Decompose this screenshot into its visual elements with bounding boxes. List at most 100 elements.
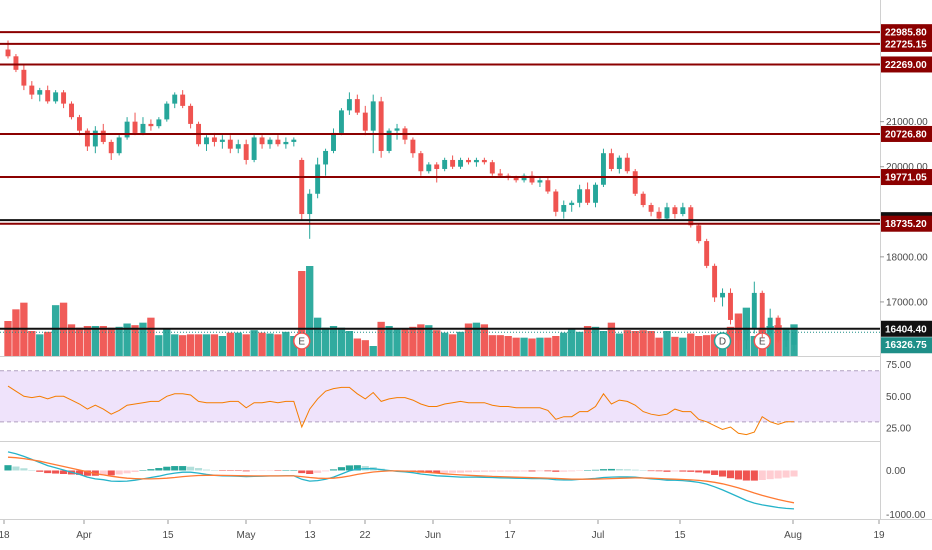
event-marker[interactable]	[293, 332, 311, 350]
candle-body[interactable]	[410, 139, 416, 154]
candle-body[interactable]	[323, 150, 329, 165]
candle-body[interactable]	[704, 241, 710, 266]
candle-body[interactable]	[577, 189, 583, 203]
candle-body[interactable]	[378, 101, 384, 151]
candle-body[interactable]	[648, 205, 654, 212]
candle-body[interactable]	[172, 94, 178, 104]
candle-body[interactable]	[76, 117, 82, 131]
candle-body[interactable]	[751, 292, 757, 329]
candle-body[interactable]	[84, 130, 90, 147]
candle-body[interactable]	[156, 119, 162, 127]
candle-body[interactable]	[354, 99, 360, 113]
candle-body[interactable]	[680, 207, 686, 215]
candle-body[interactable]	[346, 99, 352, 111]
candle-body[interactable]	[569, 202, 575, 206]
candle-body[interactable]	[696, 225, 702, 242]
candle-body[interactable]	[466, 159, 471, 163]
candle-body[interactable]	[537, 180, 543, 183]
candle-body[interactable]	[116, 137, 122, 154]
candle-body[interactable]	[791, 332, 797, 345]
candle-body[interactable]	[5, 49, 11, 57]
candle-body[interactable]	[315, 164, 321, 194]
candle-body[interactable]	[735, 319, 741, 341]
candle-body[interactable]	[251, 137, 257, 160]
candle-body[interactable]	[712, 265, 718, 298]
candle-body[interactable]	[688, 207, 694, 226]
candle-body[interactable]	[92, 130, 98, 147]
candle-body[interactable]	[600, 153, 606, 185]
candle-body[interactable]	[450, 159, 456, 167]
candle-body[interactable]	[426, 164, 432, 172]
candle-body[interactable]	[767, 317, 773, 334]
candle-body[interactable]	[624, 157, 630, 172]
candle-body[interactable]	[783, 331, 789, 341]
candle-body[interactable]	[473, 159, 479, 163]
candle-body[interactable]	[545, 180, 551, 192]
candle-body[interactable]	[307, 193, 313, 215]
candle-body[interactable]	[227, 139, 233, 149]
candle-body[interactable]	[299, 159, 305, 215]
candle-body[interactable]	[53, 92, 59, 102]
candle-body[interactable]	[489, 162, 495, 174]
candle-body[interactable]	[211, 137, 217, 142]
candle-body[interactable]	[442, 159, 448, 169]
candle-body[interactable]	[362, 112, 368, 131]
candle-body[interactable]	[259, 137, 265, 145]
candle-body[interactable]	[759, 292, 765, 334]
candle-body[interactable]	[386, 130, 392, 151]
candle-body[interactable]	[434, 164, 440, 169]
candle-body[interactable]	[235, 144, 241, 149]
candle-body[interactable]	[481, 159, 487, 163]
candle-body[interactable]	[370, 101, 376, 131]
candle-body[interactable]	[672, 207, 678, 215]
candle-body[interactable]	[180, 94, 186, 106]
candle-body[interactable]	[664, 207, 670, 219]
candle-body[interactable]	[720, 292, 726, 298]
candle-body[interactable]	[529, 175, 535, 183]
candle-body[interactable]	[561, 205, 567, 212]
candle-body[interactable]	[69, 103, 74, 118]
candle-body[interactable]	[553, 191, 559, 212]
candle-body[interactable]	[164, 103, 170, 120]
candle-body[interactable]	[291, 139, 297, 142]
candle-body[interactable]	[108, 141, 114, 154]
candle-body[interactable]	[219, 139, 225, 142]
rsi-pane[interactable]	[0, 370, 880, 436]
candle-body[interactable]	[458, 159, 464, 167]
candle-body[interactable]	[394, 128, 400, 131]
candle-body[interactable]	[283, 141, 289, 145]
candle-body[interactable]	[608, 153, 614, 169]
candle-body[interactable]	[513, 177, 519, 181]
candle-body[interactable]	[45, 90, 51, 102]
candle-body[interactable]	[61, 92, 67, 104]
candle-body[interactable]	[140, 123, 146, 133]
candle-body[interactable]	[13, 56, 19, 70]
candle-body[interactable]	[616, 157, 622, 169]
macd-line[interactable]	[7, 451, 795, 510]
candle-body[interactable]	[124, 121, 130, 138]
candle-body[interactable]	[267, 139, 273, 145]
candle-body[interactable]	[728, 292, 733, 320]
candle-body[interactable]	[188, 105, 194, 124]
candle-body[interactable]	[656, 211, 662, 219]
candle-body[interactable]	[593, 184, 598, 203]
candle-body[interactable]	[100, 130, 106, 142]
macd-pane[interactable]	[4, 451, 798, 510]
candle-body[interactable]	[37, 90, 43, 95]
candle-body[interactable]	[275, 139, 281, 145]
candle-body[interactable]	[21, 69, 27, 86]
candle-body[interactable]	[243, 144, 249, 160]
candle-body[interactable]	[331, 132, 336, 151]
signal-line[interactable]	[7, 456, 795, 504]
candle-body[interactable]	[585, 189, 591, 203]
candle-body[interactable]	[418, 153, 424, 172]
candle-body[interactable]	[132, 121, 138, 133]
candle-body[interactable]	[338, 110, 344, 133]
candle-body[interactable]	[29, 85, 35, 95]
candle-body[interactable]	[148, 123, 154, 127]
event-marker[interactable]	[713, 332, 732, 350]
candle-body[interactable]	[497, 173, 503, 176]
candle-body[interactable]	[632, 171, 638, 194]
